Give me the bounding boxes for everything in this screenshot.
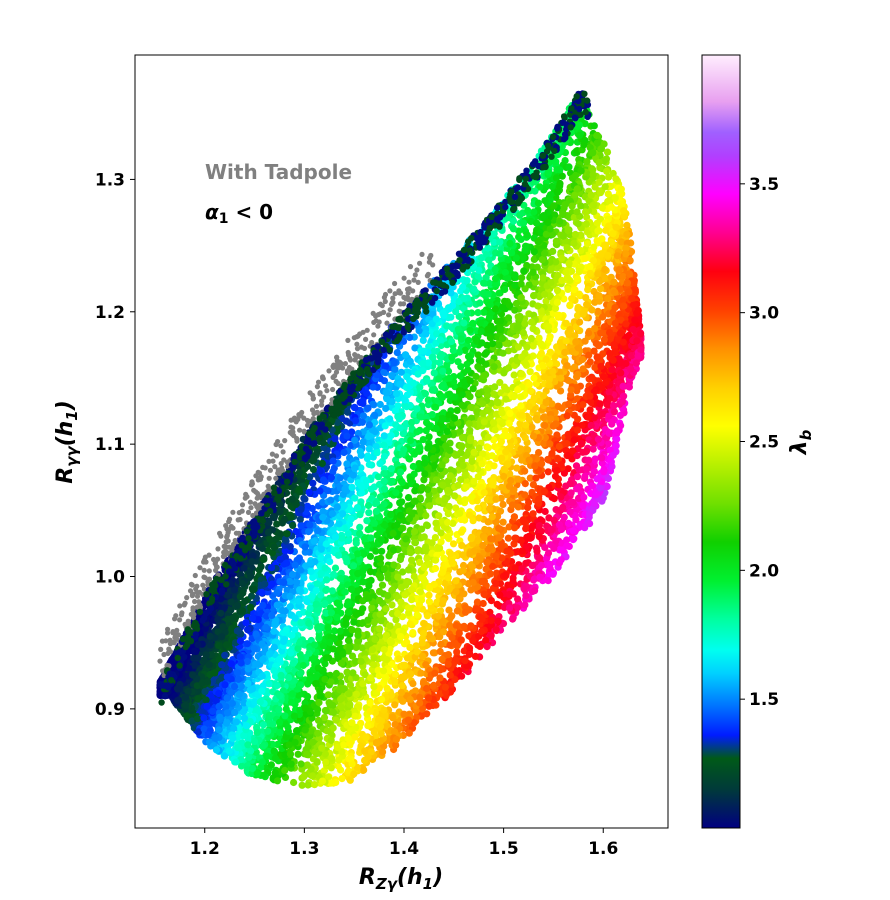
scatter-point	[588, 482, 596, 490]
scatter-point	[514, 595, 522, 603]
scatter-point	[510, 540, 518, 548]
scatter-point	[324, 691, 332, 699]
scatter-point	[495, 341, 503, 349]
scatter-point	[458, 541, 466, 550]
scatter-point	[425, 702, 433, 710]
scatter-point	[603, 148, 612, 156]
scatter-point	[581, 473, 589, 481]
scatter-point	[499, 518, 507, 526]
scatter-point	[284, 665, 292, 674]
scatter-point	[549, 247, 557, 255]
scatter-point	[482, 349, 490, 357]
scatter-point	[328, 587, 336, 595]
scatter-point	[586, 358, 594, 366]
scatter-point	[348, 428, 356, 436]
scatter-point	[599, 313, 607, 321]
scatter-point	[526, 368, 534, 376]
scatter-point	[509, 225, 517, 233]
scatter-point	[527, 334, 536, 343]
scatter-point	[517, 235, 525, 243]
scatter-point	[409, 462, 417, 471]
scatter-point	[519, 253, 528, 262]
scatter-point	[366, 552, 374, 561]
scatter-point	[412, 642, 420, 650]
scatter-point	[248, 592, 256, 600]
scatter-point	[419, 336, 427, 344]
scatter-points	[156, 90, 645, 789]
scatter-point	[541, 507, 549, 516]
scatter-point	[444, 651, 452, 659]
scatter-point	[337, 766, 345, 774]
scatter-point	[338, 775, 346, 783]
scatter-point	[449, 540, 458, 548]
scatter-point	[571, 363, 579, 371]
scatter-point	[463, 277, 471, 285]
scatter-point	[570, 239, 578, 247]
scatter-point	[554, 188, 562, 196]
scatter-point	[378, 581, 387, 589]
scatter-point	[596, 189, 605, 197]
scatter-point	[420, 476, 428, 484]
scatter-point	[352, 539, 360, 547]
scatter-point	[398, 682, 406, 690]
scatter-point	[290, 778, 298, 787]
scatter-point	[429, 649, 437, 657]
scatter-point	[499, 420, 507, 428]
scatter-point	[518, 370, 526, 378]
scatter-point	[346, 681, 355, 689]
scatter-point	[612, 442, 620, 450]
scatter-point	[425, 591, 433, 599]
scatter-point	[508, 615, 517, 623]
scatter-point	[526, 474, 534, 482]
scatter-point	[480, 372, 488, 380]
scatter-point	[456, 509, 464, 517]
scatter-point	[423, 522, 431, 530]
scatter-point	[447, 313, 455, 321]
scatter-point	[406, 643, 414, 652]
scatter-point	[377, 554, 385, 562]
scatter-point	[485, 504, 494, 513]
scatter-point	[579, 370, 587, 378]
scatter-point	[569, 536, 577, 544]
scatter-point	[456, 427, 464, 435]
scatter-point	[391, 365, 399, 373]
scatter-point	[257, 563, 265, 571]
scatter-point	[566, 480, 574, 488]
scatter-point	[409, 680, 417, 688]
scatter-point	[535, 449, 543, 457]
scatter-point	[603, 401, 612, 409]
scatter-point	[586, 406, 594, 414]
scatter-point	[379, 748, 387, 756]
scatter-point	[414, 547, 422, 555]
scatter-point	[437, 640, 445, 649]
scatter-point	[473, 408, 481, 416]
scatter-point	[510, 271, 519, 279]
scatter-point	[365, 509, 373, 517]
scatter-point	[376, 400, 384, 409]
